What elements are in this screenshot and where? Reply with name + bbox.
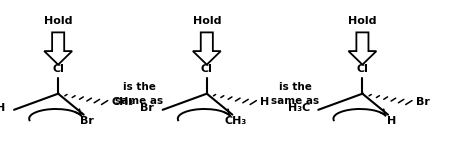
Text: Br: Br	[416, 97, 430, 107]
Text: Hold: Hold	[44, 16, 73, 26]
Text: Br: Br	[140, 103, 155, 113]
Text: Hold: Hold	[348, 16, 377, 26]
Text: is the
same as: is the same as	[115, 82, 164, 106]
Text: Cl: Cl	[201, 64, 213, 74]
Text: Br: Br	[81, 116, 94, 126]
Text: is the
same as: is the same as	[271, 82, 319, 106]
Text: CH₃: CH₃	[111, 97, 134, 107]
Text: CH₃: CH₃	[225, 116, 247, 126]
Text: Cl: Cl	[52, 64, 64, 74]
Text: H: H	[387, 116, 396, 126]
Text: H₃C: H₃C	[288, 103, 310, 113]
Text: H: H	[260, 97, 270, 107]
Text: H: H	[0, 103, 6, 113]
Polygon shape	[44, 32, 72, 65]
Text: Cl: Cl	[356, 64, 368, 74]
Text: Hold: Hold	[192, 16, 221, 26]
Polygon shape	[193, 32, 221, 65]
Polygon shape	[348, 32, 376, 65]
